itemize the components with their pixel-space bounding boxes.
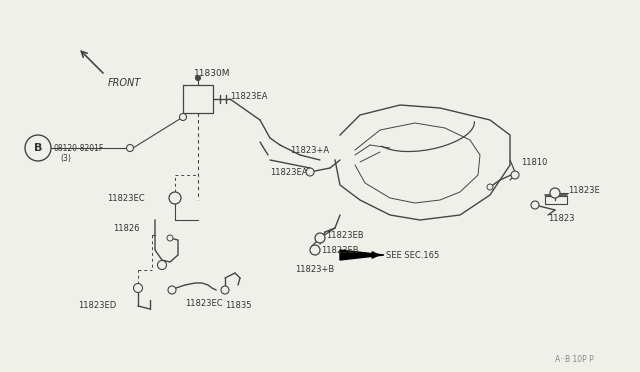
- Text: 11823ED: 11823ED: [78, 301, 116, 310]
- Circle shape: [550, 188, 560, 198]
- Text: 11823: 11823: [548, 214, 575, 222]
- Text: 11823EA: 11823EA: [230, 92, 268, 100]
- Circle shape: [306, 168, 314, 176]
- Polygon shape: [340, 250, 384, 260]
- Circle shape: [221, 286, 229, 294]
- Text: 11823EB: 11823EB: [326, 231, 364, 240]
- Text: 11823EA: 11823EA: [270, 167, 307, 176]
- Circle shape: [531, 201, 539, 209]
- Text: 11823+B: 11823+B: [295, 266, 334, 275]
- Text: 11835: 11835: [225, 301, 252, 310]
- Text: FRONT: FRONT: [108, 78, 141, 88]
- Text: SEE SEC.165: SEE SEC.165: [386, 250, 439, 260]
- Text: A··B 10P P: A··B 10P P: [555, 356, 594, 365]
- Bar: [545, 196, 567, 204]
- Text: 08120-8201F: 08120-8201F: [53, 144, 103, 153]
- Circle shape: [167, 235, 173, 241]
- Text: 11823EB: 11823EB: [321, 246, 358, 254]
- Circle shape: [169, 192, 181, 204]
- Circle shape: [310, 245, 320, 255]
- Text: 11823E: 11823E: [568, 186, 600, 195]
- Circle shape: [511, 171, 519, 179]
- Circle shape: [195, 76, 200, 80]
- Text: 11826: 11826: [113, 224, 140, 232]
- Text: 11823EC: 11823EC: [107, 193, 145, 202]
- Text: B: B: [34, 143, 42, 153]
- Circle shape: [315, 233, 325, 243]
- Text: 11810: 11810: [521, 157, 547, 167]
- Circle shape: [168, 286, 176, 294]
- Text: (3): (3): [60, 154, 71, 163]
- Circle shape: [134, 283, 143, 292]
- Text: 11823EC: 11823EC: [185, 299, 223, 308]
- Circle shape: [127, 144, 134, 151]
- Circle shape: [179, 113, 186, 121]
- Text: 11823+A: 11823+A: [290, 145, 329, 154]
- Bar: [183, 85, 213, 113]
- Text: 11830M: 11830M: [194, 68, 230, 77]
- Circle shape: [25, 135, 51, 161]
- Circle shape: [487, 184, 493, 190]
- Circle shape: [157, 260, 166, 269]
